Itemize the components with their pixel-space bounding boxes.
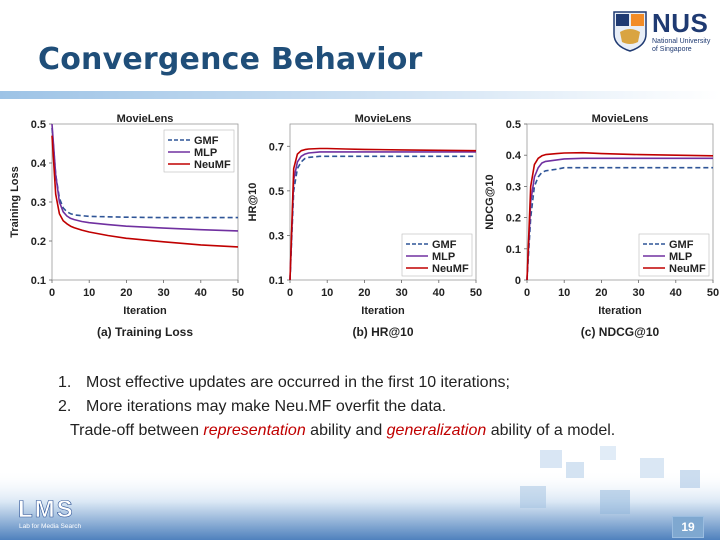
x-tick-label: 0 — [524, 287, 530, 299]
y-tick-label: 0.1 — [269, 275, 284, 287]
plot-frame — [289, 123, 477, 281]
slide-title: Convergence Behavior — [38, 42, 423, 77]
x-tick-label: 0 — [287, 287, 293, 299]
chart-title: MovieLens — [355, 113, 412, 125]
legend-label: NeuMF — [432, 263, 469, 275]
series-line-neumf — [526, 151, 714, 281]
bullet-number: 2. — [58, 398, 72, 415]
legend-label: NeuMF — [194, 159, 231, 171]
bullet-item: 1. Most effective updates are occurred in… — [58, 372, 510, 396]
legend-label: GMF — [669, 239, 694, 251]
legend-label: MLP — [669, 251, 692, 263]
legend-label: GMF — [432, 239, 457, 251]
chart-caption: (a) Training Loss — [97, 325, 193, 339]
x-tick-label: 40 — [195, 287, 207, 299]
nus-logo-text: NUS — [652, 8, 709, 38]
y-tick-label: 0.3 — [31, 197, 46, 209]
x-tick-label: 20 — [358, 287, 370, 299]
lms-logo-text: LMS — [18, 496, 75, 523]
x-tick-label: 40 — [670, 287, 682, 299]
y-tick-label: 0.2 — [506, 213, 521, 225]
x-tick-label: 20 — [595, 287, 607, 299]
lms-logo-sub: Lab for Media Search — [19, 523, 82, 530]
x-tick-label: 50 — [232, 287, 244, 299]
nus-logo-line1: National University — [652, 38, 711, 45]
tradeoff-pre: Trade-off between — [70, 422, 204, 439]
y-tick-label: 0.7 — [269, 141, 284, 153]
y-axis-label: Training Loss — [9, 166, 21, 238]
x-tick-label: 30 — [632, 287, 644, 299]
y-tick-label: 0.5 — [506, 119, 521, 131]
legend-label: MLP — [432, 251, 455, 263]
y-tick-label: 0.5 — [269, 186, 284, 198]
x-tick-label: 30 — [395, 287, 407, 299]
y-tick-label: 0.3 — [269, 230, 284, 242]
x-axis-label: Iteration — [361, 305, 405, 317]
chart-2: MovieLens 0 10 20 30 40 50 0.1 0.3 0.5 0.7 Iteratio… — [247, 113, 482, 339]
y-tick-label: 0.1 — [506, 244, 521, 256]
legend-box — [638, 233, 710, 277]
series-line-neumf — [289, 147, 477, 281]
tradeoff-statement: Trade-off between representation ability… — [70, 420, 615, 442]
charts-panel: MovieLens 0 10 20 30 40 50 0.1 0.2 0.3 0.4 0.5 Itera… — [9, 113, 719, 339]
lms-logo: LMS Lab for Media Search — [18, 496, 82, 530]
chart-caption: (c) NDCG@10 — [581, 325, 660, 339]
nus-logo: NUS National University of Singapore — [612, 8, 712, 56]
nus-shield-icon — [613, 11, 647, 52]
tradeoff-post: ability of a model. — [486, 422, 616, 439]
bullet-list: 1. Most effective updates are occurred in… — [58, 372, 510, 420]
plot-frame — [526, 123, 714, 281]
x-axis-label: Iteration — [598, 305, 642, 317]
y-tick-label: 0.3 — [506, 181, 521, 193]
chart-title: MovieLens — [592, 113, 649, 125]
series-line-neumf — [51, 135, 239, 248]
y-tick-label: 0.2 — [31, 236, 46, 248]
tradeoff-representation: representation — [203, 422, 306, 439]
legend-label: MLP — [194, 147, 217, 159]
legend-label: NeuMF — [669, 263, 706, 275]
x-tick-label: 10 — [321, 287, 333, 299]
x-tick-label: 30 — [157, 287, 169, 299]
series-line-mlp — [289, 151, 476, 281]
series-line-gmf — [289, 155, 476, 281]
y-tick-label: 0.5 — [31, 119, 46, 131]
x-tick-label: 50 — [707, 287, 719, 299]
y-tick-label: 0.4 — [31, 158, 47, 170]
bullet-item: 2. More iterations may make Neu.MF overfi… — [58, 396, 510, 420]
legend-box — [401, 233, 473, 277]
chart-caption: (b) HR@10 — [352, 325, 413, 339]
y-tick-label: 0 — [515, 275, 521, 287]
page-number: 19 — [672, 516, 704, 538]
y-tick-label: 0.1 — [31, 275, 46, 287]
x-axis-label: Iteration — [123, 305, 167, 317]
tradeoff-mid: ability and — [305, 422, 387, 439]
x-tick-label: 40 — [433, 287, 445, 299]
x-tick-label: 0 — [49, 287, 55, 299]
chart-title: MovieLens — [117, 113, 174, 125]
chart-3: MovieLens 0 10 20 30 40 50 0 0.1 0.2 0.3 0.4 0.5 Iter… — [484, 113, 719, 339]
y-axis-label: NDCG@10 — [484, 174, 496, 229]
legend-label: GMF — [194, 135, 219, 147]
x-tick-label: 10 — [558, 287, 570, 299]
bullet-text: More iterations may make Neu.MF overfit … — [86, 398, 447, 415]
bullet-number: 1. — [58, 374, 72, 391]
series-line-gmf — [51, 127, 238, 219]
series-line-mlp — [526, 157, 713, 281]
series-line-mlp — [51, 123, 239, 232]
bullet-text: Most effective updates are occurred in t… — [86, 374, 510, 391]
legend-box — [163, 129, 235, 173]
chart-1: MovieLens 0 10 20 30 40 50 0.1 0.2 0.3 0.4 0.5 Itera… — [9, 113, 244, 339]
nus-logo-line2: of Singapore — [652, 46, 692, 53]
x-tick-label: 10 — [83, 287, 95, 299]
x-tick-label: 20 — [120, 287, 132, 299]
y-axis-label: HR@10 — [247, 183, 259, 222]
footer-decoration — [0, 446, 720, 540]
title-band — [0, 91, 720, 99]
y-tick-label: 0.4 — [506, 150, 522, 162]
x-tick-label: 50 — [470, 287, 482, 299]
tradeoff-generalization: generalization — [386, 422, 487, 439]
